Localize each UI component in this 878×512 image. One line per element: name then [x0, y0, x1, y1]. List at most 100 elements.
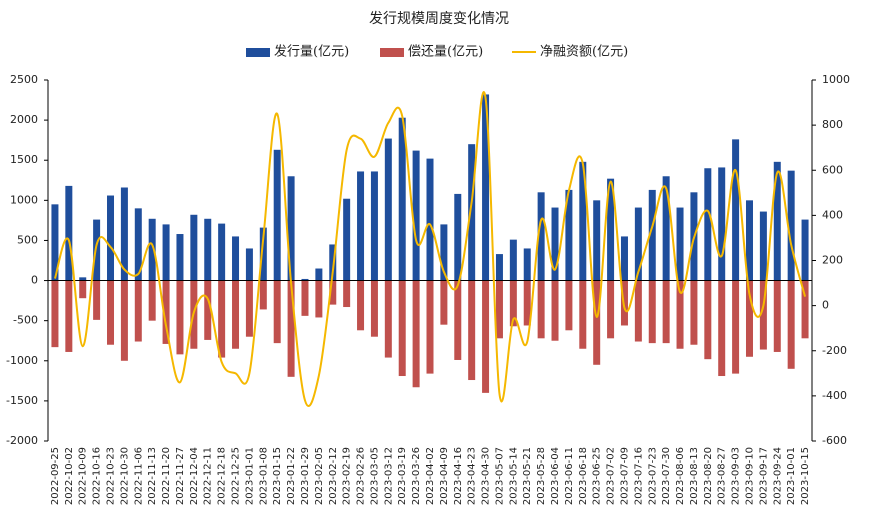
x-tick-label: 2023-03-12: [383, 447, 394, 505]
bar: [690, 280, 698, 345]
bar: [718, 280, 726, 377]
bar: [232, 236, 240, 281]
y2-tick-label: 400: [822, 208, 843, 221]
y2-tick-label: -200: [822, 344, 847, 357]
bar: [218, 223, 226, 281]
legend-label: 净融资额(亿元): [540, 45, 628, 60]
bar: [773, 280, 781, 352]
x-tick-label: 2023-06-04: [550, 447, 561, 505]
bar: [787, 170, 795, 281]
x-tick-label: 2022-10-23: [106, 447, 117, 505]
x-tick-label: 2023-05-07: [494, 447, 505, 505]
legend-swatch: [380, 48, 404, 57]
bar: [259, 227, 267, 281]
bar: [232, 280, 240, 349]
x-tick-label: 2023-09-03: [731, 447, 742, 505]
bar: [426, 280, 434, 374]
legend-label: 偿还量(亿元): [408, 45, 483, 60]
bar: [537, 192, 545, 281]
bar: [551, 207, 559, 281]
bar: [384, 138, 392, 281]
bar: [801, 280, 809, 339]
x-tick-label: 2023-02-19: [342, 447, 353, 505]
bar: [218, 280, 226, 358]
x-tick-label: 2022-09-25: [50, 447, 61, 505]
bar: [509, 280, 517, 327]
bar: [398, 117, 406, 281]
bar: [676, 280, 684, 349]
bar: [454, 280, 462, 360]
legend-swatch: [246, 48, 270, 57]
bar: [704, 168, 712, 281]
x-tick-label: 2022-12-18: [217, 447, 228, 505]
x-tick-label: 2023-10-15: [800, 447, 811, 505]
x-tick-label: 2023-01-29: [300, 447, 311, 505]
x-tick-label: 2022-11-13: [147, 447, 158, 505]
bar: [51, 280, 59, 348]
bar: [245, 280, 253, 337]
bar: [134, 280, 142, 342]
bar: [662, 176, 670, 281]
x-tick-label: 2023-03-26: [411, 447, 422, 505]
x-tick-label: 2023-07-09: [619, 447, 630, 505]
bar: [79, 277, 87, 281]
y2-tick-label: -400: [822, 389, 847, 402]
x-tick-label: 2023-10-01: [786, 447, 797, 505]
bar: [801, 219, 809, 281]
bar: [51, 204, 59, 281]
x-tick-label: 2022-10-09: [78, 447, 89, 505]
bar: [634, 207, 642, 281]
bar: [120, 187, 128, 281]
bar: [107, 280, 115, 345]
bar: [759, 211, 767, 281]
x-tick-label: 2023-01-08: [258, 447, 269, 505]
bar: [301, 278, 309, 281]
x-tick-label: 2023-04-02: [425, 447, 436, 505]
y-tick-label: -500: [13, 314, 38, 327]
bar: [468, 144, 476, 281]
x-tick-label: 2023-06-18: [578, 447, 589, 505]
bar: [607, 178, 615, 281]
bar: [204, 218, 212, 281]
bar: [329, 280, 337, 305]
bar: [759, 280, 767, 350]
y-tick-label: 2000: [10, 113, 38, 126]
x-tick-label: 2023-01-15: [272, 447, 283, 505]
bar: [79, 280, 87, 299]
x-tick-label: 2023-09-17: [758, 447, 769, 505]
bar: [593, 200, 601, 281]
bar: [190, 214, 198, 281]
bar: [551, 280, 559, 341]
y-tick-label: -1000: [6, 354, 38, 367]
x-tick-label: 2023-07-23: [647, 447, 658, 505]
bar: [745, 200, 753, 281]
bar: [120, 280, 128, 361]
x-tick-label: 2022-12-11: [203, 447, 214, 505]
x-tick-label: 2023-01-01: [244, 447, 255, 505]
x-tick-label: 2023-07-30: [661, 447, 672, 505]
bar: [704, 280, 712, 360]
x-tick-label: 2023-06-25: [592, 447, 603, 505]
bar: [273, 149, 281, 281]
y2-tick-label: -600: [822, 434, 847, 447]
bar: [357, 280, 365, 331]
bar: [454, 193, 462, 281]
x-tick-label: 2023-07-16: [633, 447, 644, 505]
x-tick-label: 2022-10-02: [64, 447, 75, 505]
bar: [398, 280, 406, 377]
bar: [329, 244, 337, 281]
x-tick-label: 2023-04-09: [439, 447, 450, 505]
x-tick-label: 2022-12-25: [231, 447, 242, 505]
bar: [370, 171, 378, 281]
bar: [468, 280, 476, 381]
y-tick-label: 1000: [10, 193, 38, 206]
x-tick-label: 2023-05-21: [522, 447, 533, 505]
y-tick-label: 500: [17, 233, 38, 246]
bar: [370, 280, 378, 337]
bar: [176, 234, 184, 281]
x-tick-label: 2023-02-05: [314, 447, 325, 505]
bar: [273, 280, 281, 344]
bar: [412, 150, 420, 281]
y2-tick-label: 200: [822, 254, 843, 267]
bar: [412, 280, 420, 388]
